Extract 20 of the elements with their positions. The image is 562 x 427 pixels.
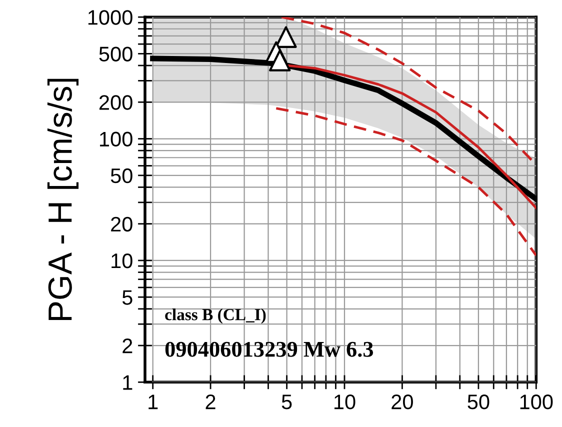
annotation: class B (CL_I) — [165, 308, 266, 324]
y-tick-label: 50 — [110, 168, 132, 184]
x-tick-label: 1 — [148, 394, 158, 410]
y-tick-label: 100 — [100, 132, 132, 147]
y-tick-label: 5 — [122, 290, 132, 305]
x-tick-label: 2 — [206, 394, 216, 410]
y-tick-label: 1 — [123, 375, 132, 390]
x-tick-label: 20 — [392, 394, 413, 410]
annotation: 090406013239 Mw 6.3 — [165, 342, 374, 357]
y-tick-label: 1000 — [88, 10, 132, 25]
y-tick-label: 20 — [111, 216, 132, 232]
y-axis-title: PGA - H [cm/s/s] — [47, 78, 79, 320]
y-tick-label: 200 — [99, 95, 132, 110]
x-tick-label: 100 — [520, 394, 553, 410]
x-tick-label: 50 — [468, 394, 490, 410]
x-tick-label: 10 — [334, 394, 356, 410]
y-tick-label: 2 — [122, 338, 132, 354]
y-tick-label: 10 — [112, 253, 132, 268]
x-tick-label: 5 — [282, 394, 292, 410]
y-tick-label: 500 — [99, 46, 132, 62]
